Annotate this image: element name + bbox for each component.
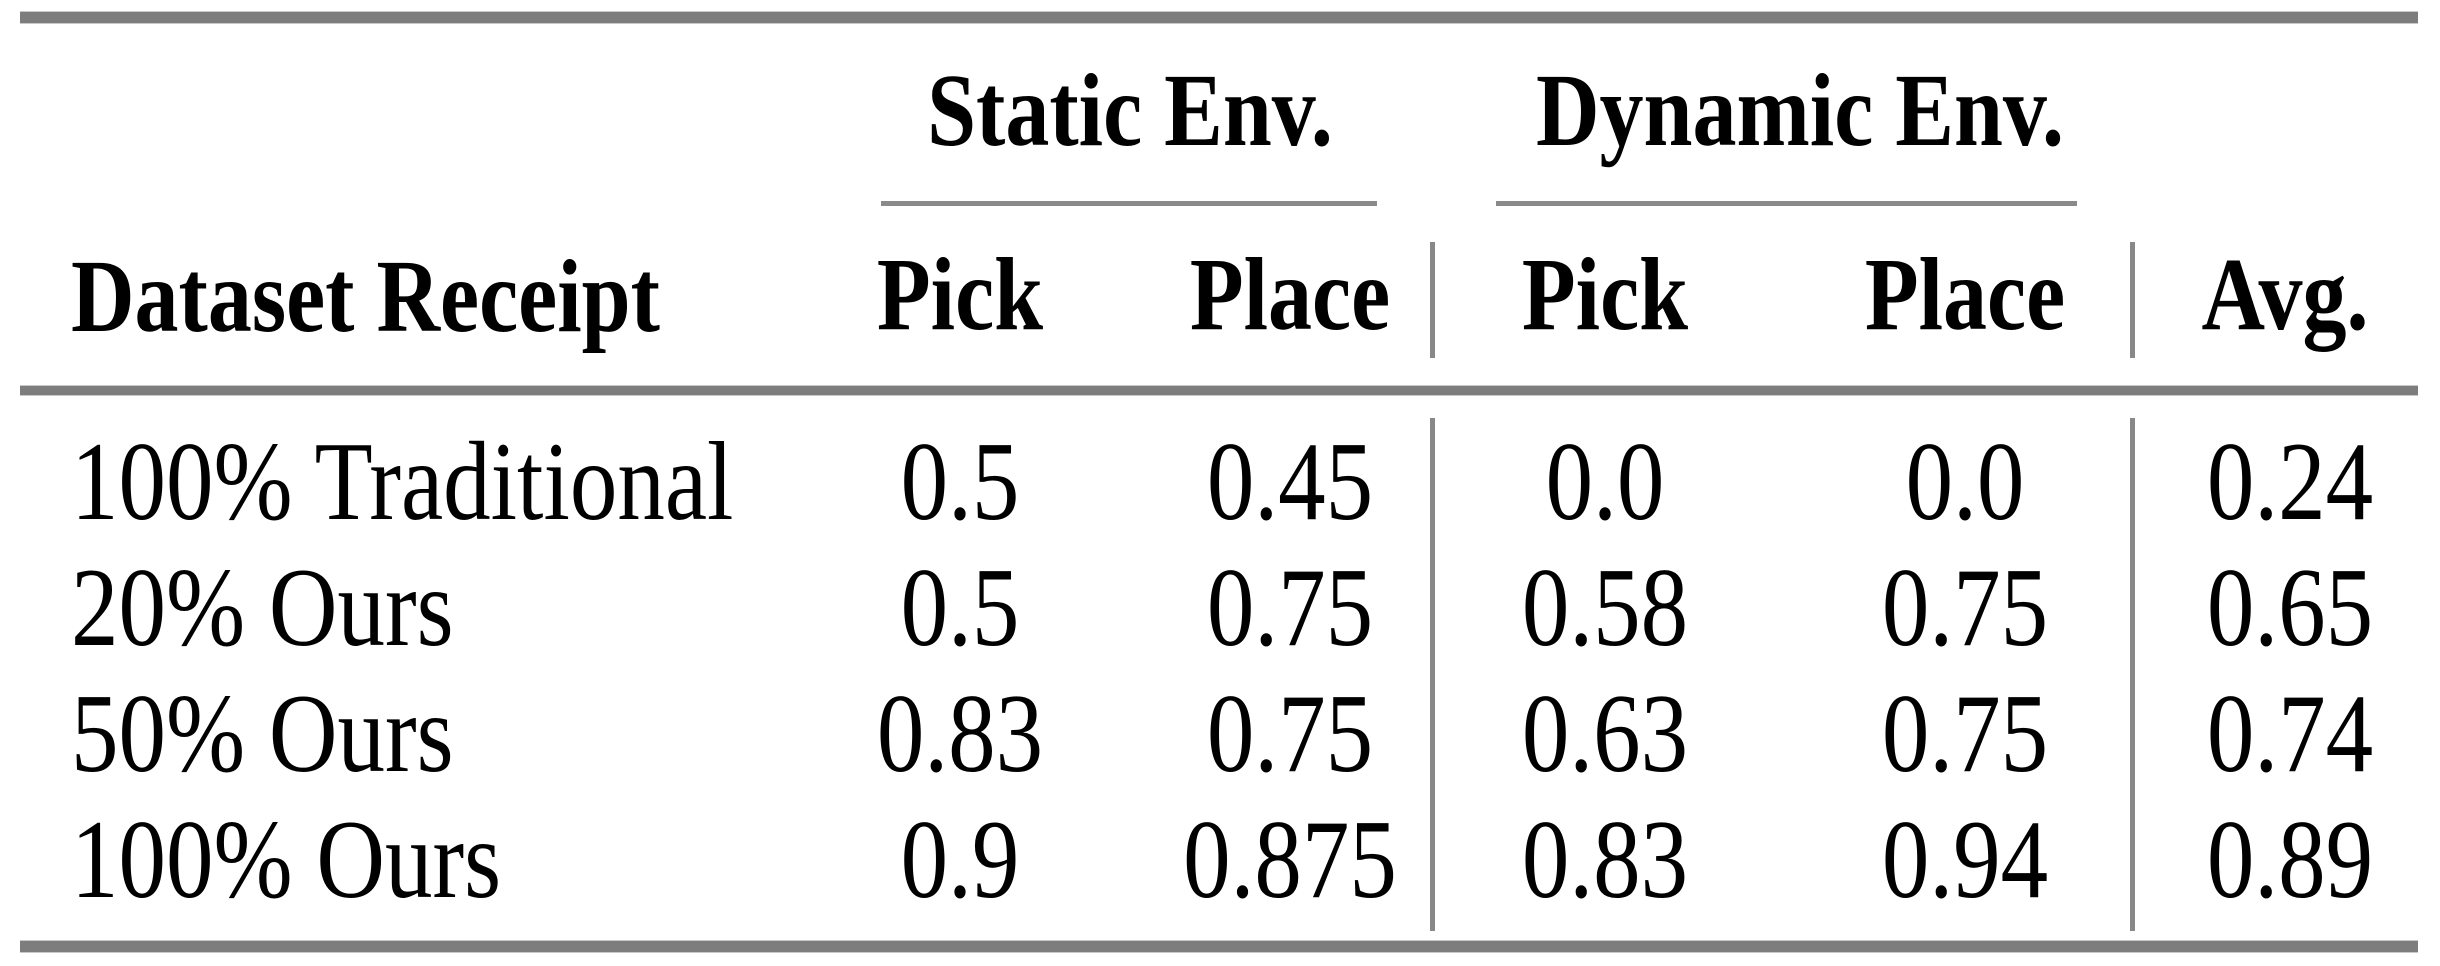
cell-avg: 0.65 (2206, 544, 2374, 670)
column-separator-2-header-segment (2130, 242, 2135, 358)
cell-dynamic-pick: 0.0 (1545, 418, 1665, 544)
cell-dynamic-pick: 0.58 (1521, 544, 1689, 670)
top-rule (20, 11, 2418, 24)
cell-dynamic-place: 0.75 (1881, 544, 2049, 670)
header-separator-rule (20, 385, 2418, 396)
cell-static-place: 0.875 (1183, 796, 1397, 922)
cell-dynamic-place: 0.94 (1881, 796, 2049, 922)
cell-static-pick: 0.9 (900, 796, 1020, 922)
row-label: 100% Traditional (71, 418, 734, 544)
cell-avg: 0.24 (2206, 418, 2374, 544)
column-separator-1-body-segment (1430, 418, 1435, 931)
column-header-dataset-receipt: Dataset Receipt (71, 240, 660, 355)
group-header-static-env: Static Env. (927, 54, 1333, 169)
column-header-static-pick: Pick (876, 238, 1044, 353)
column-header-static-place: Place (1189, 238, 1391, 353)
column-header-dynamic-pick: Pick (1521, 238, 1689, 353)
column-separator-1-header-segment (1430, 242, 1435, 358)
cell-static-pick: 0.5 (900, 544, 1020, 670)
group-header-dynamic-env: Dynamic Env. (1535, 54, 2065, 169)
cell-static-pick: 0.5 (900, 418, 1020, 544)
bottom-rule (20, 940, 2418, 953)
cell-dynamic-place: 0.75 (1881, 670, 2049, 796)
row-label: 100% Ours (71, 796, 502, 922)
cell-static-pick: 0.83 (876, 670, 1044, 796)
cell-dynamic-place: 0.0 (1905, 418, 2025, 544)
column-header-avg: Avg. (2201, 238, 2369, 353)
cell-avg: 0.74 (2206, 670, 2374, 796)
column-header-dynamic-place: Place (1864, 238, 2066, 353)
row-label: 50% Ours (71, 670, 454, 796)
cell-static-place: 0.75 (1206, 670, 1374, 796)
static-env-underline (881, 201, 1377, 206)
cell-avg: 0.89 (2206, 796, 2374, 922)
cell-dynamic-pick: 0.83 (1521, 796, 1689, 922)
cell-dynamic-pick: 0.63 (1521, 670, 1689, 796)
row-label: 20% Ours (71, 544, 454, 670)
cell-static-place: 0.45 (1206, 418, 1374, 544)
dynamic-env-underline (1496, 201, 2077, 206)
cell-static-place: 0.75 (1206, 544, 1374, 670)
column-separator-2-body-segment (2130, 418, 2135, 931)
